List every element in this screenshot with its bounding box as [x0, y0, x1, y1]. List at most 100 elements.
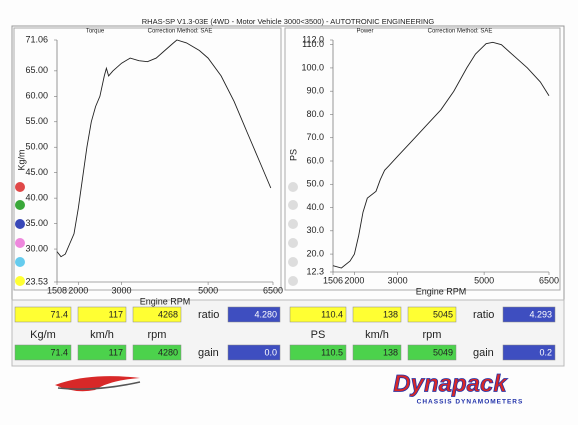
- dot: [15, 238, 25, 248]
- value-text: 110.4: [321, 309, 343, 319]
- y-tick-label: 40.0: [306, 202, 324, 212]
- dot: [15, 257, 25, 267]
- y-tick-label: 30.00: [25, 243, 48, 253]
- unit-label: Kg/m: [30, 329, 56, 341]
- gain-box: [502, 344, 556, 361]
- x-tick-label: 3000: [388, 275, 408, 285]
- dot: [15, 276, 25, 286]
- y-tick-label: 35.00: [25, 218, 48, 228]
- ratio-box: [502, 306, 556, 323]
- dot: [288, 238, 298, 248]
- y-tick-label: 110.0: [302, 39, 324, 49]
- ratio-label: ratio: [473, 309, 494, 321]
- y-tick-label: 71.06: [25, 34, 48, 44]
- gain-box: [227, 344, 281, 361]
- unit-label: rpm: [148, 329, 167, 341]
- y-tick-label: 60.00: [25, 91, 48, 101]
- value-text: 117: [109, 347, 123, 357]
- gain-label: gain: [198, 347, 219, 359]
- y-tick-label: 70.0: [306, 132, 324, 142]
- y-tick-label: 12.3: [306, 266, 324, 276]
- legend-dots: [15, 182, 25, 286]
- legend-dots: [288, 182, 298, 286]
- y-tick-label: 45.00: [25, 167, 48, 177]
- x-tick-label: 5000: [198, 285, 218, 295]
- value-text: 138: [383, 347, 398, 357]
- y-tick-label: 60.0: [306, 155, 324, 165]
- x-tick-label: 5000: [474, 275, 494, 285]
- value-text: 5045: [433, 309, 453, 319]
- chart-title: Power: [356, 29, 373, 35]
- ratio-value: 4.280: [254, 309, 277, 319]
- y-tick-label: 80.0: [306, 109, 324, 119]
- x-tick-label: 2000: [68, 285, 88, 295]
- x-tick-label: 1506: [323, 275, 343, 285]
- unit-label: km/h: [90, 329, 114, 341]
- header-title: RHAS-SP V1.3-03E (4WD - Motor Vehicle 30…: [142, 17, 435, 26]
- value-box: [14, 344, 72, 361]
- dot: [288, 219, 298, 229]
- torque-power-curve: [56, 39, 272, 258]
- x-tick-label: 2000: [344, 275, 364, 285]
- ratio-value: 4.293: [529, 309, 552, 319]
- x-tick-label: 1508: [47, 285, 67, 295]
- value-text: 4280: [158, 347, 178, 357]
- value-box: [77, 306, 127, 323]
- chart-subtitle: Correction Method: SAE: [428, 29, 493, 35]
- tagline: CHASSIS DYNAMOMETERS: [417, 399, 524, 406]
- logo-swoosh: [57, 381, 141, 390]
- y-tick-label: 50.0: [306, 179, 324, 189]
- chart-title: Torque: [86, 29, 105, 35]
- panel-frame: [284, 27, 561, 291]
- value-text: 110.5: [321, 347, 343, 357]
- x-axis-label: Engine RPM: [140, 296, 191, 306]
- value-box: [407, 306, 457, 323]
- unit-label: PS: [311, 329, 326, 341]
- unit-label: rpm: [423, 329, 442, 341]
- value-text: 71.4: [50, 309, 68, 319]
- gain-value: 0.2: [539, 347, 552, 357]
- y-tick-label: 65.00: [25, 65, 48, 75]
- dot: [288, 182, 298, 192]
- dot: [288, 257, 298, 267]
- y-tick-label: 40.00: [25, 193, 48, 203]
- ratio-box: [227, 306, 281, 323]
- x-tick-label: 6500: [539, 275, 559, 285]
- value-box: [14, 306, 72, 323]
- y-tick-label: 55.00: [25, 116, 48, 126]
- value-text: 5049: [433, 347, 453, 357]
- gain-label: gain: [473, 347, 494, 359]
- value-box: [132, 306, 182, 323]
- value-text: 138: [383, 309, 398, 319]
- y-tick-label: 100.0: [301, 62, 324, 72]
- value-text: 71.4: [50, 347, 68, 357]
- value-box: [352, 344, 402, 361]
- y-tick-label: 112.0: [302, 34, 324, 44]
- x-axis-label: Engine RPM: [416, 286, 467, 296]
- y-axis-label: PS: [288, 149, 298, 161]
- dot: [288, 200, 298, 210]
- value-box: [289, 344, 347, 361]
- y-tick-label: 90.0: [306, 86, 324, 96]
- value-box: [77, 344, 127, 361]
- gain-value: 0.0: [264, 347, 277, 357]
- dot: [15, 182, 25, 192]
- torque-power-curve: [332, 41, 550, 269]
- value-box: [289, 306, 347, 323]
- value-text: 117: [109, 309, 123, 319]
- value-box: [407, 344, 457, 361]
- ratio-label: ratio: [198, 309, 219, 321]
- brand: Dynapack: [393, 370, 508, 397]
- y-tick-label: 50.00: [25, 142, 48, 152]
- x-tick-label: 3000: [112, 285, 132, 295]
- logo-swoosh: [55, 376, 140, 392]
- value-text: 4268: [158, 309, 178, 319]
- x-tick-label: 6500: [263, 285, 283, 295]
- y-tick-label: 20.0: [306, 248, 324, 258]
- panel-frame: [13, 27, 282, 291]
- dot: [15, 219, 25, 229]
- value-box: [132, 344, 182, 361]
- y-tick-label: 30.0: [306, 225, 324, 235]
- unit-label: km/h: [365, 329, 389, 341]
